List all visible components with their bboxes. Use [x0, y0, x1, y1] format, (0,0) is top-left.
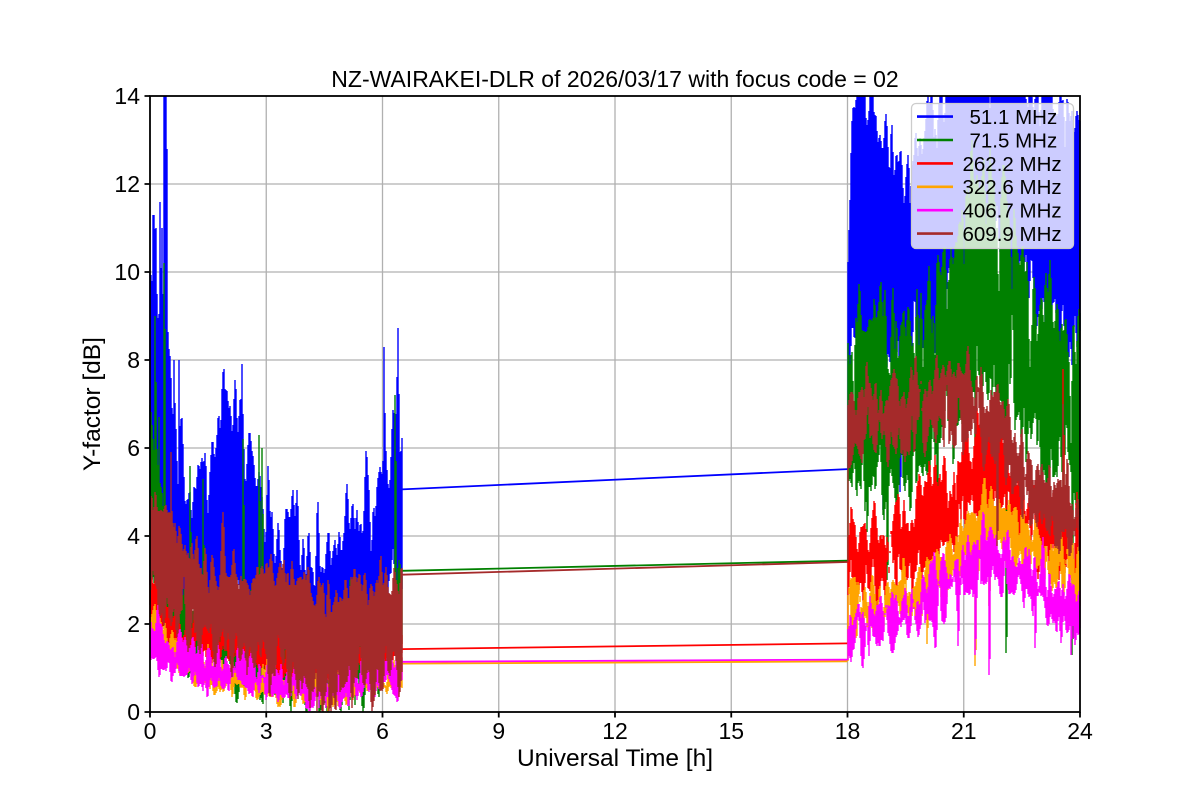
svg-text:51.1 MHz: 51.1 MHz: [970, 106, 1058, 129]
svg-text:Y-factor [dB]: Y-factor [dB]: [79, 337, 106, 471]
svg-text:12: 12: [602, 718, 628, 744]
svg-text:71.5 MHz: 71.5 MHz: [970, 129, 1058, 152]
svg-text:9: 9: [492, 718, 505, 744]
svg-text:14: 14: [114, 83, 140, 109]
svg-text:406.7 MHz: 406.7 MHz: [963, 200, 1062, 223]
svg-text:21: 21: [951, 718, 977, 744]
svg-text:18: 18: [835, 718, 861, 744]
svg-text:0: 0: [127, 699, 140, 725]
svg-text:2: 2: [127, 611, 140, 637]
svg-text:0: 0: [144, 718, 157, 744]
svg-text:6: 6: [127, 435, 140, 461]
svg-text:12: 12: [114, 171, 140, 197]
svg-text:NZ-WAIRAKEI-DLR of 2026/03/17: NZ-WAIRAKEI-DLR of 2026/03/17 with focus…: [331, 66, 898, 92]
svg-text:10: 10: [114, 259, 140, 285]
svg-text:262.2 MHz: 262.2 MHz: [963, 153, 1062, 176]
svg-text:8: 8: [127, 347, 140, 373]
svg-text:609.9 MHz: 609.9 MHz: [963, 223, 1062, 246]
svg-text:Universal Time [h]: Universal Time [h]: [517, 745, 713, 772]
svg-text:4: 4: [127, 523, 140, 549]
svg-text:3: 3: [260, 718, 273, 744]
svg-text:15: 15: [718, 718, 744, 744]
svg-text:24: 24: [1067, 718, 1093, 744]
svg-text:6: 6: [376, 718, 389, 744]
svg-text:322.6 MHz: 322.6 MHz: [963, 176, 1062, 199]
